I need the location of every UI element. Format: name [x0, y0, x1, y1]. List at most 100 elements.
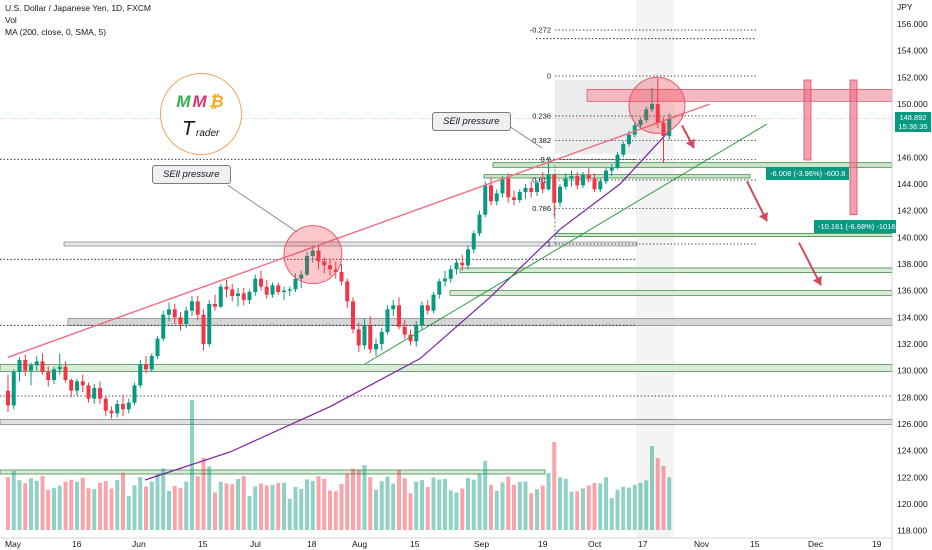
candle-body: [17, 360, 22, 372]
currency-label: JPY: [897, 2, 913, 12]
candle-body: [466, 249, 470, 266]
zones-layer: -0.272 0 0.236 0.382 0.5 0.618 0.786 1: [0, 26, 893, 475]
volume-bar: [270, 484, 275, 530]
volume-bar: [46, 489, 51, 530]
volume-bar: [299, 488, 304, 530]
fib-label-4: 0.5: [541, 155, 551, 164]
candle-body: [563, 178, 568, 187]
candle-body: [592, 178, 597, 190]
candle-body: [632, 125, 637, 135]
volume-bar: [644, 480, 649, 530]
volume-bar: [379, 481, 384, 530]
x-tick-label-13: 15: [750, 539, 760, 549]
y-tick-label-11: 132.000: [897, 339, 928, 349]
candle-body: [575, 176, 580, 186]
candle-body: [155, 338, 160, 356]
volume-bar: [126, 495, 131, 530]
x-tick-label-14: Dec: [808, 539, 824, 549]
level-zone-10: [554, 232, 893, 238]
volume-bar: [535, 489, 539, 530]
volume-bar: [397, 470, 401, 530]
candle-body: [230, 289, 235, 296]
y-tick-label-3: 150.000: [897, 99, 928, 109]
projection-arrow-1: [681, 124, 695, 149]
volume-bar: [425, 487, 430, 530]
candle-body: [57, 366, 62, 370]
rejection-circle-1: [283, 225, 343, 285]
measure-bar-2: [849, 79, 858, 216]
measure-bar-1: [803, 79, 812, 161]
volume-bar: [540, 485, 545, 530]
volume-indicator-label: Vol: [5, 15, 17, 25]
callout-sell-pressure-right[interactable]: SEll pressure: [432, 112, 511, 131]
candle-body: [408, 334, 413, 342]
candles-layer: [6, 78, 672, 419]
volume-bar: [184, 481, 189, 530]
volume-bar: [40, 476, 45, 530]
candle-body: [598, 181, 603, 190]
volume-bar: [385, 476, 390, 530]
fib-label-3: 0.382: [532, 136, 551, 145]
volume-bar: [466, 477, 470, 530]
volume-bar: [558, 477, 562, 530]
volume-bar: [75, 481, 79, 530]
volume-bar: [627, 487, 631, 530]
candle-body: [546, 174, 551, 190]
volume-bar: [34, 480, 39, 530]
volume-bar: [149, 481, 154, 530]
candle-body: [132, 385, 137, 403]
level-zone-2: [67, 318, 893, 326]
volume-bar: [328, 490, 332, 530]
candle-body: [247, 292, 252, 300]
y-tick-label-12: 130.000: [897, 366, 928, 376]
volume-bar: [563, 478, 568, 530]
candle-body: [644, 109, 649, 120]
candle-body: [661, 122, 666, 136]
candle-body: [667, 118, 672, 136]
callout-sell-pressure-left[interactable]: SEll pressure: [152, 165, 231, 184]
volume-bar: [477, 473, 482, 530]
x-tick-label-9: 19: [538, 539, 548, 549]
y-tick-label-16: 122.000: [897, 472, 928, 482]
y-tick-label-17: 120.000: [897, 499, 928, 509]
candle-body: [121, 404, 125, 410]
volume-bar: [247, 495, 252, 530]
current-price-label: 148.892 15:36:35: [895, 112, 931, 132]
volume-bar: [529, 493, 534, 530]
candle-body: [287, 289, 292, 291]
volume-bar: [17, 480, 22, 530]
candle-body: [190, 301, 194, 311]
volume-bar: [276, 482, 281, 530]
x-tick-label-6: Aug: [352, 539, 367, 549]
rejection-circle-2: [628, 76, 686, 134]
volume-bar: [592, 483, 597, 530]
x-tick-label-1: 16: [72, 539, 82, 549]
candle-body: [126, 402, 131, 410]
candle-body: [471, 233, 476, 250]
volume-bar: [391, 483, 396, 530]
volume-bar: [259, 483, 263, 530]
volume-bar: [408, 493, 413, 530]
volume-bar: [132, 485, 137, 530]
volume-bar: [144, 486, 148, 530]
volume-bar: [443, 478, 447, 530]
y-tick-label-8: 138.000: [897, 259, 928, 269]
candle-body: [46, 372, 51, 380]
projection-arrow-3: [798, 242, 822, 286]
logo-bitcoin-icon: ₿: [208, 92, 226, 111]
volume-bar: [586, 485, 591, 530]
x-tick-label-5: 18: [307, 539, 317, 549]
x-tick-label-2: Jun: [132, 539, 146, 549]
candle-body: [540, 182, 545, 190]
volume-bar: [57, 485, 62, 530]
volume-bar: [69, 479, 74, 530]
candle-body: [443, 278, 447, 282]
candle-body: [368, 325, 373, 350]
volume-bar: [322, 478, 327, 530]
volume-bar: [213, 492, 217, 530]
level-zone-4: [0, 418, 893, 426]
volume-bar: [661, 465, 666, 530]
candle-body: [259, 278, 263, 287]
